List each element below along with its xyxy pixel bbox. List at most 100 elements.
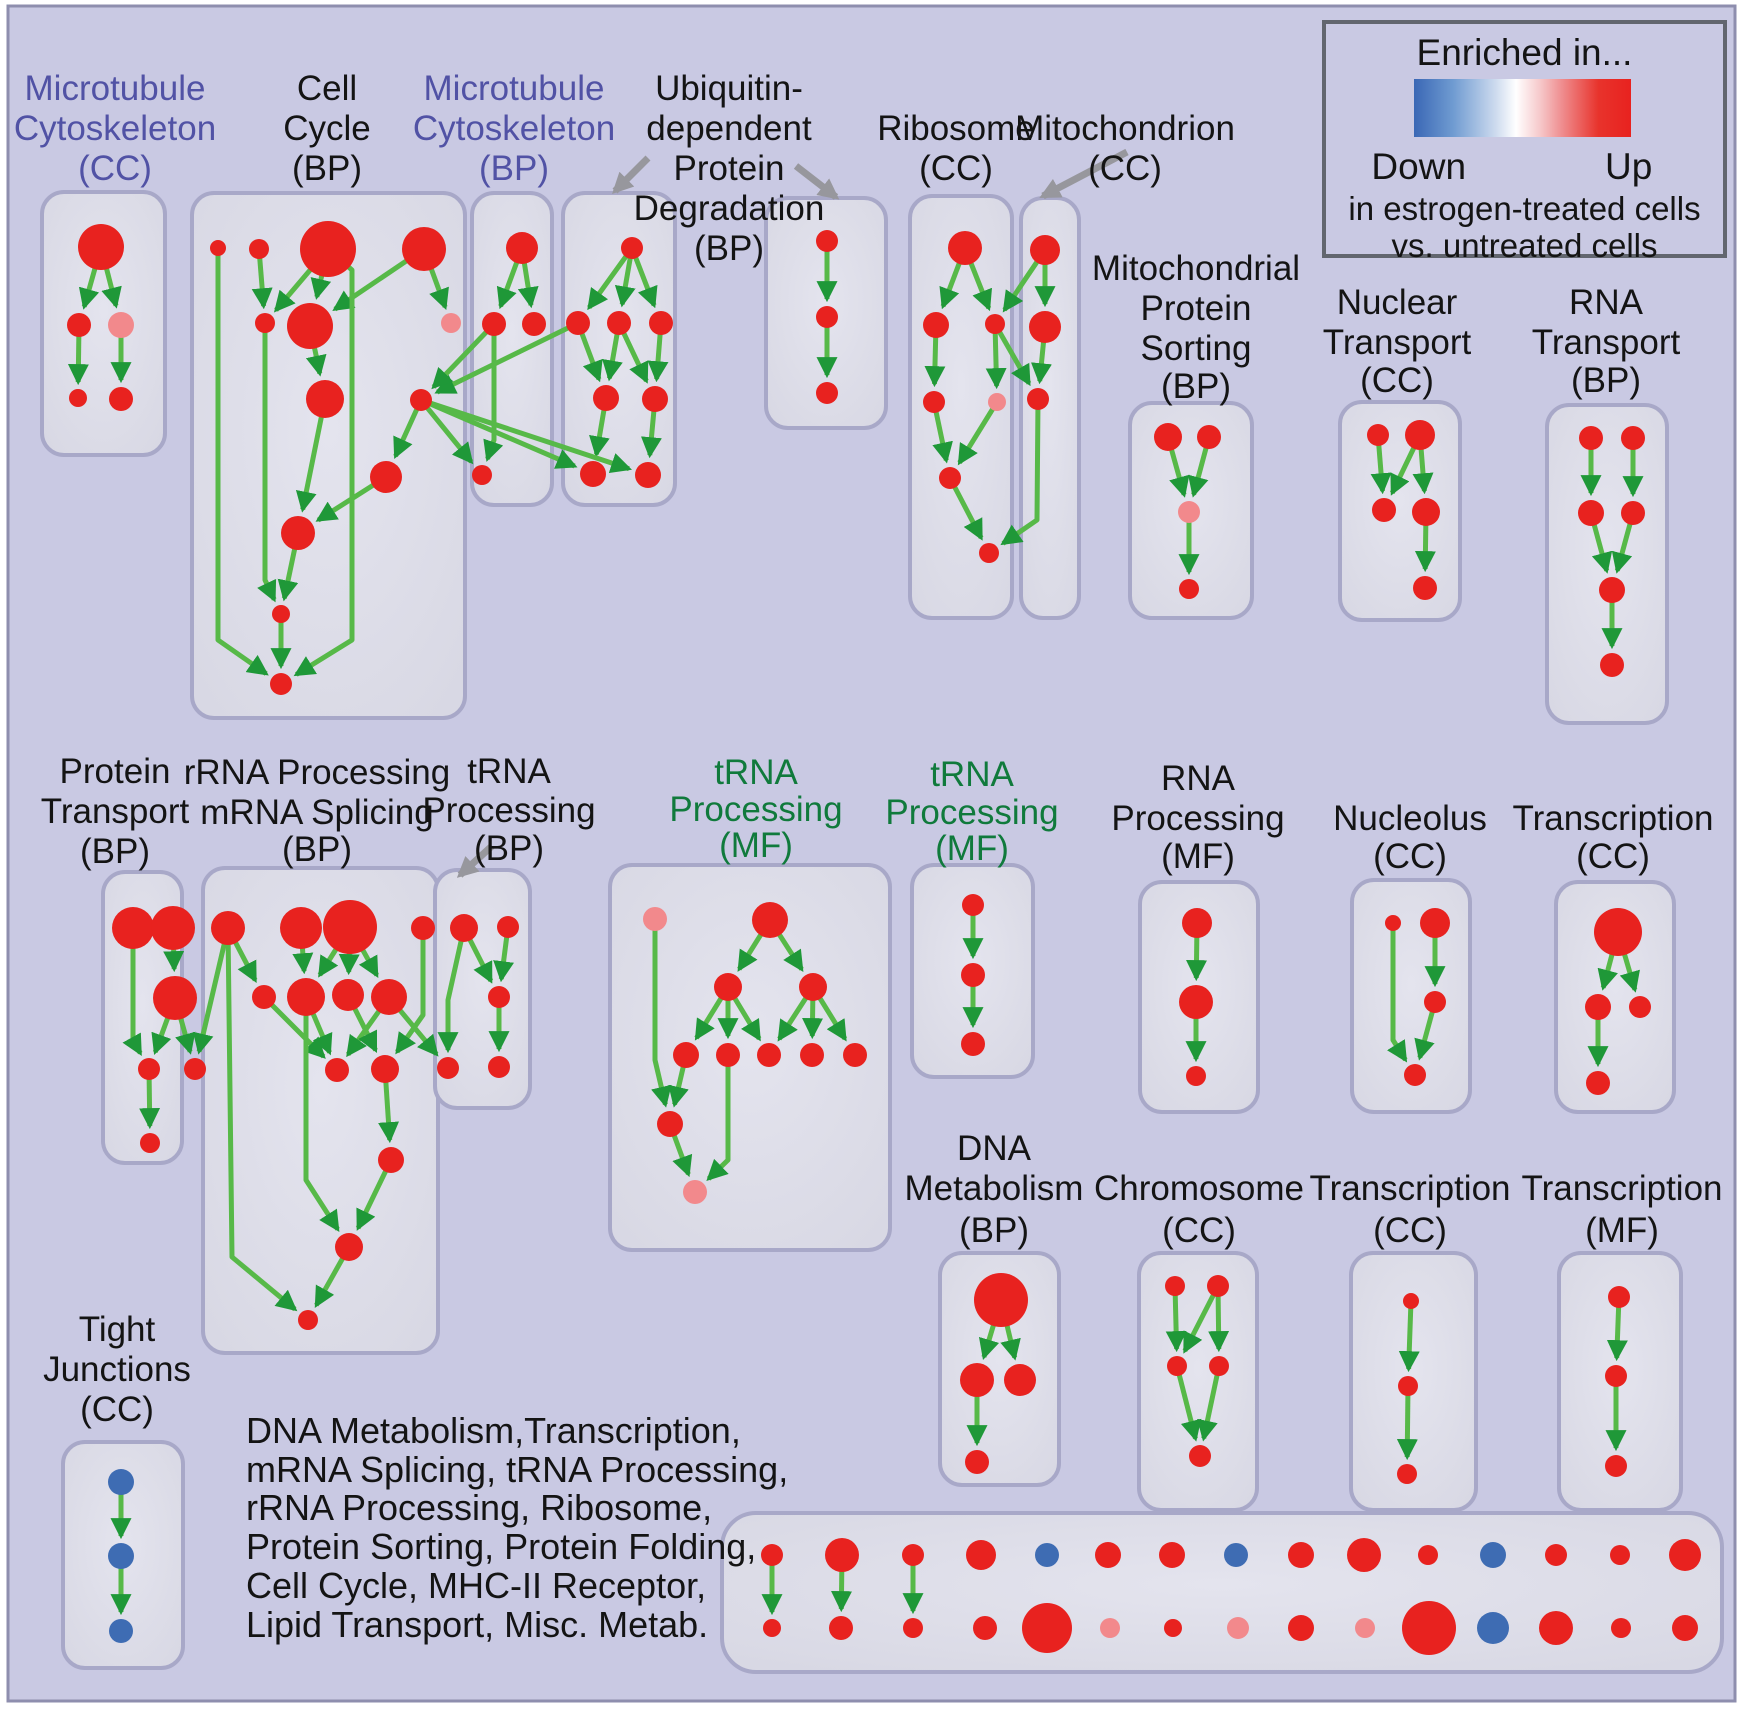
node-rrna.i (323, 900, 377, 954)
node-rrna.p (371, 1055, 399, 1083)
cluster-label-line: tRNA (714, 753, 798, 792)
node-trna_mf_big.r3 (757, 1043, 781, 1067)
node-rna_p_mf.w2 (1179, 985, 1213, 1019)
node-trna_mf_big.mr (799, 973, 827, 1001)
misc-text-line: rRNA Processing, Ribosome, (246, 1487, 713, 1529)
node-nuc_t.q4 (1412, 498, 1440, 526)
node-misc.a9 (1288, 1542, 1314, 1568)
edge-chromosome.c1-to-chromosome.c3 (1165, 1285, 1187, 1353)
legend-up-label: Up (1604, 146, 1653, 187)
cluster-label-line: Cell (297, 69, 357, 108)
node-mt_cc.b (67, 313, 91, 337)
node-chromosome.c3 (1167, 1356, 1187, 1376)
node-ubi1.l2 (642, 386, 668, 412)
node-chromosome.c2 (1207, 1275, 1229, 1297)
cluster-label-line: (MF) (935, 829, 1009, 868)
node-ubi1.k2 (607, 311, 631, 335)
cluster-label-line: Chromosome (1094, 1169, 1304, 1208)
node-ubi2.u2 (816, 306, 838, 328)
node-mps.p2 (1197, 425, 1221, 449)
node-misc.b1 (763, 1619, 781, 1637)
node-mt_cc.d (69, 389, 87, 407)
cluster-label-ribosome: Ribosome(CC) (877, 109, 1035, 188)
node-misc.b3 (903, 1618, 923, 1638)
node-trna_bp.t5 (488, 1056, 510, 1078)
cluster-label-line: Sorting (1141, 329, 1252, 368)
edge-cell_cycle.n5-to-cell_cycle.n11 (257, 323, 277, 603)
node-misc.b4 (973, 1616, 997, 1640)
edge-nucleolus.x1-to-nucleolus.x4 (1387, 923, 1408, 1063)
cluster-label-line: (CC) (80, 1390, 154, 1429)
node-prot_t.b (151, 906, 195, 950)
legend-subtitle-2: vs. untreated cells (1391, 227, 1658, 264)
node-trna_mf_big.bp (683, 1180, 707, 1204)
node-chromosome.c1 (1165, 1276, 1185, 1296)
cluster-label-line: Junctions (43, 1350, 191, 1389)
node-nucleolus.x2 (1420, 908, 1450, 938)
node-trans_cc_mid.y1 (1594, 908, 1642, 956)
node-trna_mf_big.r4 (800, 1043, 824, 1067)
cluster-label-line: RNA (1161, 759, 1236, 798)
cluster-label-line: Mitochondrial (1092, 249, 1300, 288)
node-dna_met.z2 (960, 1363, 994, 1397)
cluster-label-line: tRNA (930, 755, 1014, 794)
node-misc.a11 (1418, 1545, 1438, 1565)
node-cell_cycle.n7 (306, 380, 344, 418)
node-ribosome.rb (985, 314, 1005, 334)
node-rrna.m (332, 979, 364, 1011)
node-misc.b14 (1611, 1618, 1631, 1638)
node-trna_mf_big.r2 (716, 1043, 740, 1067)
cluster-label-line: (CC) (1360, 361, 1434, 400)
cluster-label-line: (BP) (80, 832, 150, 871)
cluster-label-line: Transcription (1522, 1169, 1723, 1208)
node-misc.a15 (1669, 1539, 1701, 1571)
cluster-label-line: (BP) (282, 830, 352, 869)
node-tight_j.b1 (108, 1469, 134, 1495)
node-mps.p1 (1154, 423, 1182, 451)
node-misc.b12 (1477, 1612, 1509, 1644)
node-trna_mf_big.r1 (673, 1042, 699, 1068)
node-nuc_t.q5 (1413, 576, 1437, 600)
cluster-label-nucleolus: Nucleolus(CC) (1333, 799, 1487, 876)
cluster-label-trans_cc_mid: Transcription(CC) (1513, 799, 1714, 876)
cluster-label-line: Protein (674, 149, 785, 188)
node-cell_cycle.n9 (370, 461, 402, 493)
edge-cell_cycle.n8-to-ubi1.b2 (420, 397, 632, 474)
node-trans_cc_mid.y3 (1629, 996, 1651, 1018)
node-misc.a7 (1159, 1542, 1185, 1568)
node-trna_bp.t4 (437, 1057, 459, 1079)
node-trna_mf_small.v1 (962, 894, 984, 916)
node-mt_cc.a (78, 224, 124, 270)
node-misc.a14 (1610, 1545, 1630, 1565)
node-cell_cycle.n2 (249, 239, 269, 259)
node-misc.b13 (1539, 1611, 1573, 1645)
node-misc.b9 (1288, 1615, 1314, 1641)
cluster-label-line: Nuclear (1337, 283, 1458, 322)
node-ribosome.ra (923, 312, 949, 338)
edge-prot_t.a-to-prot_t.d (122, 928, 143, 1056)
node-nucleolus.x3 (1424, 991, 1446, 1013)
node-prot_t.d (138, 1058, 160, 1080)
cluster-label-line: RNA (1569, 283, 1644, 322)
cluster-label-line: (MF) (719, 826, 793, 865)
node-misc.a4 (966, 1540, 996, 1570)
cluster-label-line: Nucleolus (1333, 799, 1487, 838)
node-misc.a13 (1545, 1544, 1567, 1566)
edge-chromosome.c3-to-chromosome.c5 (1174, 1365, 1202, 1442)
cluster-label-line: (BP) (474, 829, 544, 868)
node-ubi1.b1 (580, 461, 606, 487)
node-misc.b10 (1355, 1618, 1375, 1638)
node-ribosome.rc (923, 391, 945, 413)
node-prot_t.f (140, 1133, 160, 1153)
cluster-label-line: (CC) (919, 149, 993, 188)
node-misc.a1 (761, 1544, 783, 1566)
node-trans_mf_bot.e1 (1608, 1286, 1630, 1308)
node-ubi1.k3 (649, 311, 673, 335)
cluster-label-line: (MF) (1161, 837, 1235, 876)
